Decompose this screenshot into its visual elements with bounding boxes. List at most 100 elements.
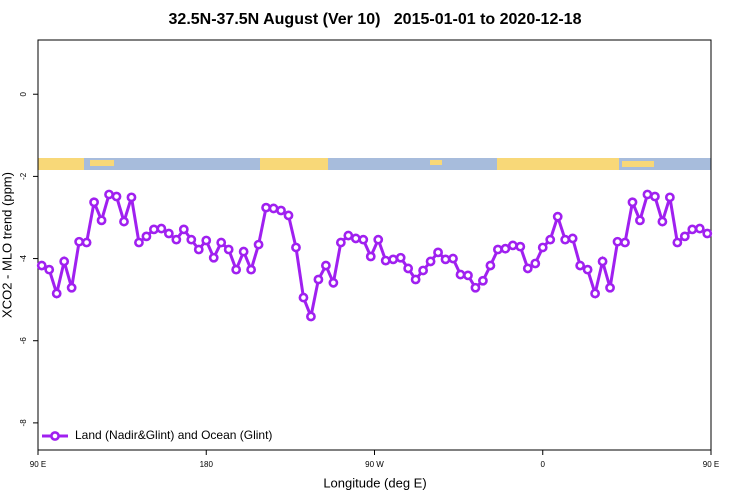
point (291, 242, 301, 253)
land (260, 158, 328, 170)
x-tick-label: 90 E (703, 460, 719, 469)
point (119, 216, 129, 227)
point (276, 205, 286, 216)
point (268, 203, 279, 214)
point (515, 241, 526, 252)
point (246, 264, 257, 275)
point (448, 253, 458, 264)
point (96, 215, 107, 226)
point (74, 236, 85, 247)
point (111, 191, 122, 202)
x-tick-label: 90 W (365, 460, 384, 469)
point (216, 237, 227, 248)
point (313, 274, 324, 285)
point (694, 223, 705, 234)
point (403, 263, 414, 274)
point (627, 197, 638, 208)
point (149, 224, 159, 235)
point (320, 260, 331, 271)
point (178, 224, 189, 235)
x-axis-label: Longitude (deg E) (323, 475, 426, 490)
chart-title: 32.5N-37.5N August (Ver 10) 2015-01-01 t… (169, 11, 582, 28)
x-tick-label: 0 (541, 460, 546, 469)
point (530, 258, 541, 269)
point (81, 237, 92, 248)
point (253, 239, 264, 250)
point (470, 282, 481, 293)
legend-marker (50, 431, 60, 441)
x-tick-label: 180 (200, 460, 214, 469)
point (261, 202, 271, 213)
y-tick-label: 0 (19, 91, 28, 96)
point (395, 252, 406, 263)
point (597, 256, 608, 267)
point (186, 234, 197, 245)
land (622, 161, 654, 167)
point (575, 260, 586, 271)
point (425, 256, 436, 267)
point (478, 275, 488, 286)
point (126, 192, 137, 203)
map-strip (38, 158, 711, 170)
point (537, 242, 548, 253)
point (328, 277, 339, 288)
point (492, 244, 503, 255)
point (223, 244, 234, 255)
point (650, 191, 660, 202)
point (365, 251, 376, 262)
point (350, 233, 361, 244)
point (141, 231, 152, 242)
point (59, 256, 70, 267)
point (283, 210, 294, 221)
point (343, 230, 354, 241)
point (567, 233, 578, 244)
point (657, 216, 668, 227)
point (89, 197, 99, 208)
point (500, 243, 511, 254)
point (582, 264, 593, 275)
point (672, 237, 683, 248)
point (679, 231, 690, 242)
legend-label: Land (Nadir&Glint) and Ocean (Glint) (75, 428, 272, 442)
point (455, 269, 466, 280)
x-tick-label: 90 E (30, 460, 46, 469)
land (90, 160, 114, 166)
point (156, 223, 167, 234)
y-tick-label: -8 (19, 419, 28, 427)
point (664, 192, 675, 203)
point (134, 237, 144, 248)
point (605, 282, 615, 293)
y-tick-label: -2 (19, 172, 28, 180)
point (410, 274, 421, 285)
y-axis-label: XCO2 - MLO trend (ppm) (0, 172, 14, 318)
point (612, 236, 623, 247)
point (193, 244, 204, 255)
land (38, 158, 84, 170)
point (388, 254, 399, 265)
point (44, 264, 55, 275)
point (552, 211, 563, 222)
point (433, 247, 443, 258)
point (231, 264, 242, 275)
point (306, 311, 316, 322)
point (335, 237, 346, 248)
land (497, 158, 619, 170)
point (590, 288, 600, 299)
point (238, 246, 249, 257)
point (642, 189, 653, 200)
point (163, 228, 174, 239)
point (507, 240, 518, 251)
point (545, 234, 556, 245)
point (171, 234, 182, 245)
point (418, 265, 429, 276)
point (201, 235, 212, 246)
point (66, 282, 77, 293)
point (380, 255, 391, 266)
point (635, 215, 645, 226)
point (104, 189, 114, 200)
y-tick-label: -4 (19, 254, 28, 262)
point (463, 270, 473, 281)
point (358, 234, 369, 245)
y-tick-label: -6 (19, 337, 28, 345)
